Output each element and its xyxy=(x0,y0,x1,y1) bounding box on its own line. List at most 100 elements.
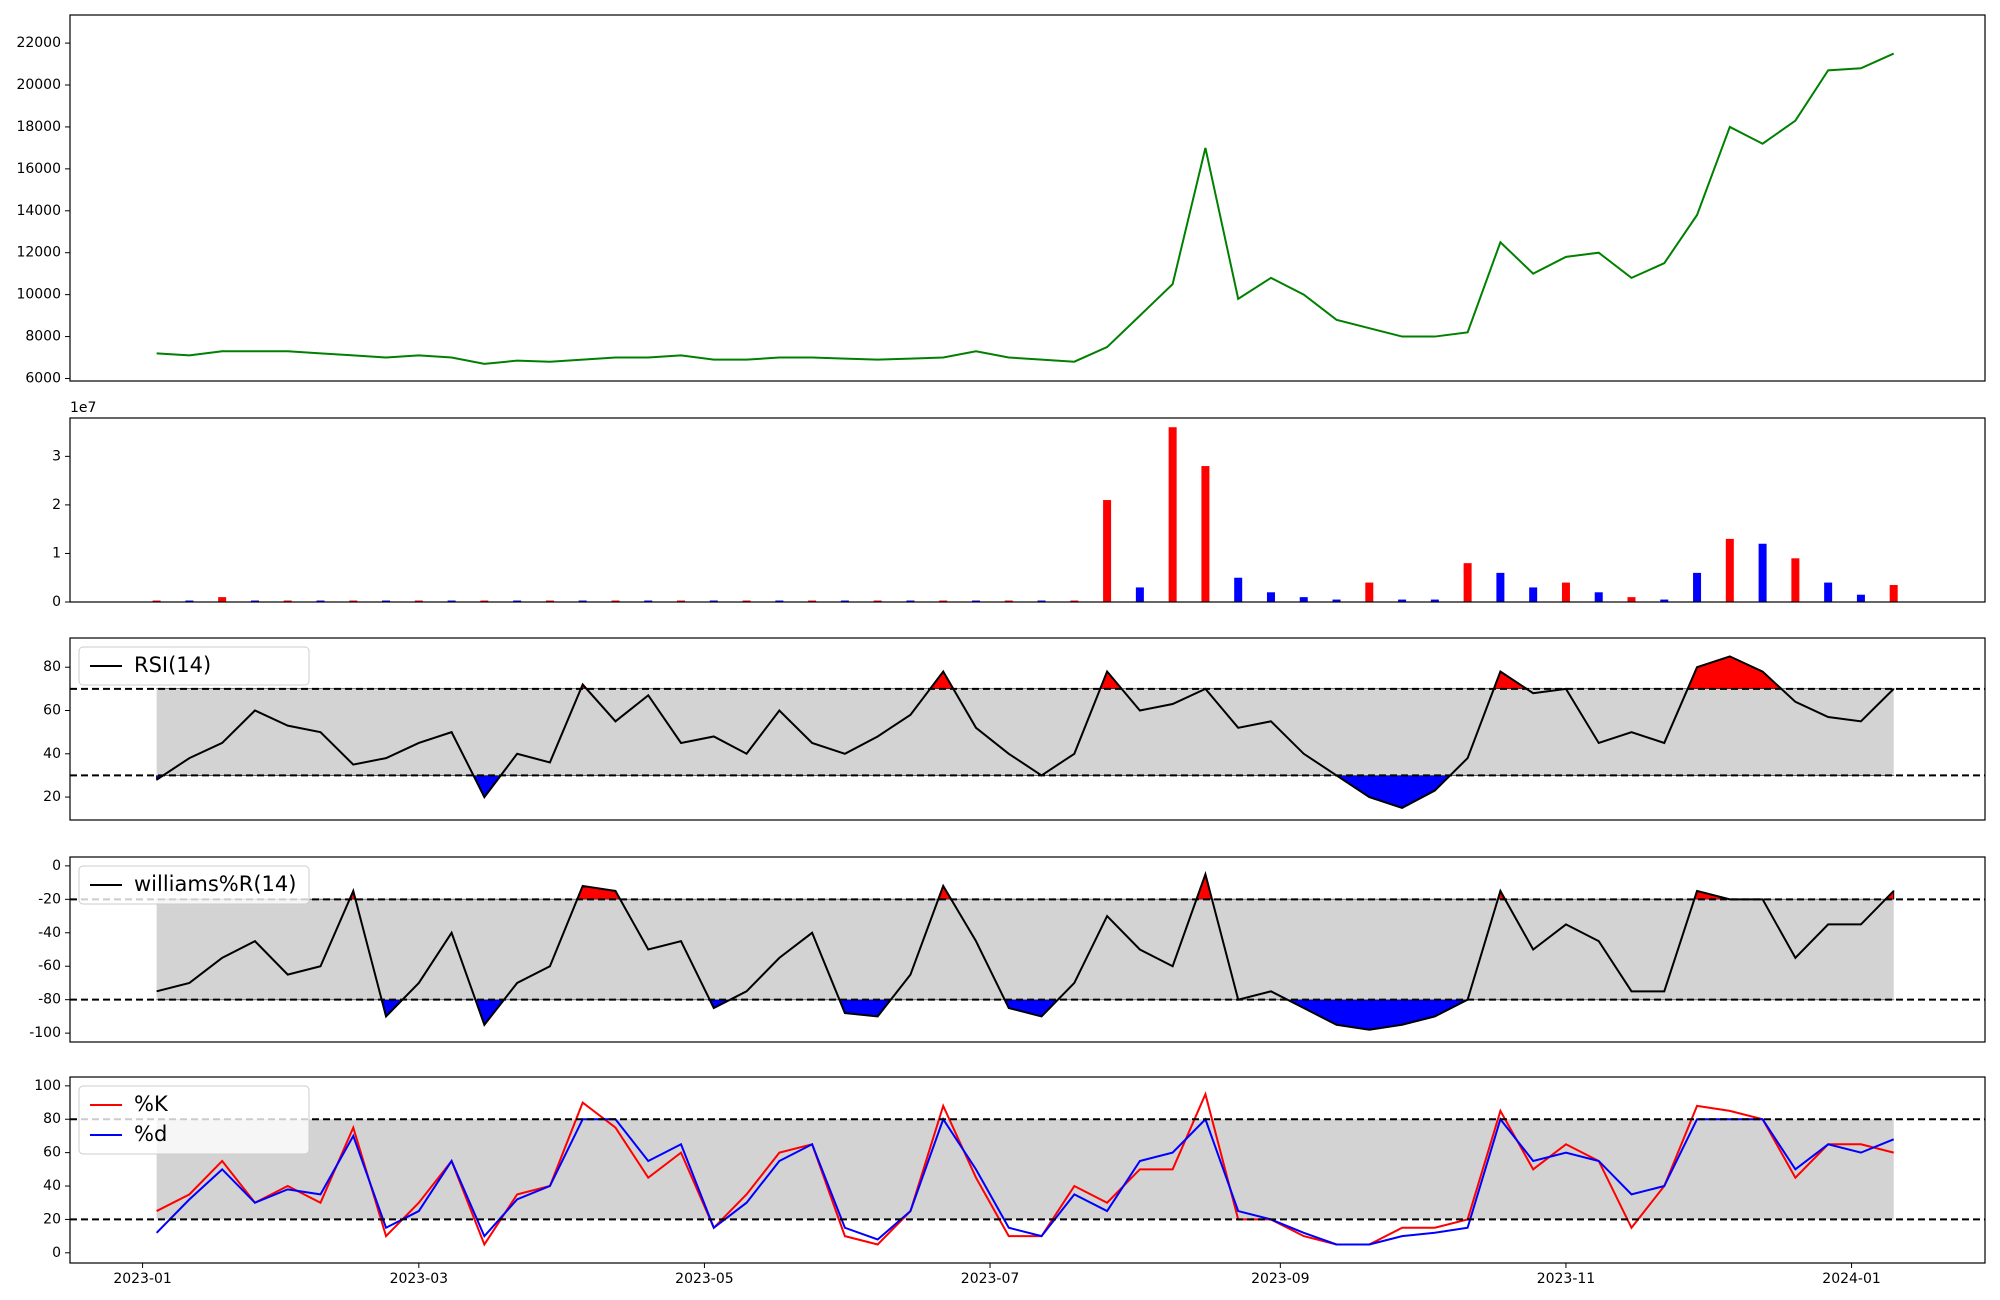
x-tick-label: 2023-01 xyxy=(113,1271,172,1287)
volume-bar xyxy=(1103,500,1112,602)
y-tick-label: 1 xyxy=(52,545,61,561)
y-offset-label: 1e7 xyxy=(70,400,96,416)
volume-bar xyxy=(349,600,358,602)
legend: RSI(14) xyxy=(78,646,310,686)
volume-bar xyxy=(1299,597,1308,602)
volume-bar xyxy=(742,600,751,602)
y-tick-label: 20000 xyxy=(16,77,61,93)
volume-bar xyxy=(1660,599,1669,602)
volume-bar xyxy=(1791,558,1800,602)
volume-bar xyxy=(644,600,653,602)
axes-frame xyxy=(69,637,1986,821)
volume-bar xyxy=(1725,538,1734,602)
volume-bar xyxy=(316,600,325,602)
volume-bar xyxy=(1070,600,1079,602)
volume-bar xyxy=(611,600,620,602)
legend: %K %d xyxy=(78,1085,310,1155)
legend-box xyxy=(78,1085,310,1155)
volume-bar xyxy=(1561,582,1570,602)
y-tick-label: 20 xyxy=(43,1211,61,1227)
legend: williams%R(14) xyxy=(78,865,310,905)
volume-bar xyxy=(480,600,489,602)
axes-frame xyxy=(69,1076,1986,1264)
volume-bar xyxy=(775,600,784,602)
volume-bar xyxy=(906,600,915,602)
y-tick-label: 8000 xyxy=(25,329,61,345)
x-tick-label: 2023-11 xyxy=(1537,1271,1596,1287)
volume-bar xyxy=(218,597,227,602)
legend-label: RSI(14) xyxy=(134,653,211,677)
legend-box xyxy=(78,865,310,905)
y-tick-label: 40 xyxy=(43,1178,61,1194)
above-fill xyxy=(156,872,1895,900)
y-tick-label: 0 xyxy=(52,858,61,874)
volume-bar xyxy=(808,600,817,602)
data-line xyxy=(156,870,1895,1031)
legend-label: %K xyxy=(134,1092,169,1116)
y-tick-label: -20 xyxy=(38,891,61,907)
volume-bar xyxy=(1037,600,1046,602)
chart-panel: 0 1 2 3 1e7 xyxy=(52,400,1986,610)
data-line xyxy=(155,1117,1895,1246)
data-line xyxy=(156,655,1895,809)
volume-bar xyxy=(283,600,292,602)
volume-bar xyxy=(1201,466,1210,602)
volume-bar xyxy=(250,600,259,602)
volume-bar xyxy=(1529,587,1538,602)
volume-bar xyxy=(513,600,522,602)
volume-bar xyxy=(1004,600,1013,602)
volume-bar xyxy=(185,600,194,602)
y-tick-label: 80 xyxy=(43,1111,61,1127)
y-tick-label: -40 xyxy=(38,925,61,941)
volume-bar xyxy=(414,600,423,602)
volume-bar xyxy=(873,600,882,602)
volume-bar xyxy=(1234,577,1243,602)
chart-panel: 6000 8000 10000 12000 14000 16000 18000 20000 22… xyxy=(16,14,1986,386)
y-tick-label: 18000 xyxy=(16,119,61,135)
x-tick-label: 2023-09 xyxy=(1251,1271,1310,1287)
volume-bar xyxy=(1266,592,1275,602)
y-tick-label: 60 xyxy=(43,1145,61,1161)
volume-bar xyxy=(1398,599,1407,602)
legend-label: %d xyxy=(134,1122,167,1146)
volume-bar xyxy=(971,600,980,602)
volume-bar xyxy=(840,600,849,602)
volume-bar xyxy=(578,600,587,602)
volume-bar xyxy=(1856,594,1865,602)
y-tick-label: 14000 xyxy=(16,203,61,219)
volume-bar xyxy=(1758,543,1767,602)
volume-bar xyxy=(1463,563,1472,602)
volume-bar xyxy=(1889,585,1898,602)
y-tick-label: 20 xyxy=(43,789,61,805)
axes-frame xyxy=(69,856,1986,1043)
chart-panel: 20 40 60 80 RSI(14) xyxy=(43,637,1986,821)
volume-bar xyxy=(1135,587,1144,602)
axes-frame xyxy=(69,14,1986,382)
volume-bar xyxy=(1594,592,1603,602)
volume-bar xyxy=(1627,597,1636,602)
y-tick-label: 3 xyxy=(52,448,61,464)
volume-bar xyxy=(152,600,161,602)
volume-bar xyxy=(1332,599,1341,602)
volume-bar xyxy=(677,600,686,602)
y-tick-label: 12000 xyxy=(16,245,61,261)
volume-bar xyxy=(709,600,718,602)
y-tick-label: 0 xyxy=(52,1245,61,1261)
axes-frame xyxy=(69,417,1986,603)
x-tick-label: 2023-07 xyxy=(961,1271,1020,1287)
volume-bar xyxy=(1365,582,1374,602)
y-tick-label: -80 xyxy=(38,992,61,1008)
volume-bar xyxy=(382,600,391,602)
legend-label: williams%R(14) xyxy=(134,872,296,896)
y-tick-label: 22000 xyxy=(16,35,61,51)
volume-bar xyxy=(1824,582,1833,602)
data-line xyxy=(156,52,1895,365)
x-tick-label: 2023-05 xyxy=(675,1271,734,1287)
volume-bar xyxy=(1168,427,1177,602)
y-tick-label: 6000 xyxy=(25,370,61,386)
chart-panel: -100 -80 -60 -40 -20 0 williams%R(14) xyxy=(29,856,1986,1043)
chart-panel: 0 20 40 60 80 100 2023-01 2023-03 2023-05 2023-07… xyxy=(34,1076,1986,1287)
legend-box xyxy=(78,646,310,686)
y-tick-label: 16000 xyxy=(16,161,61,177)
